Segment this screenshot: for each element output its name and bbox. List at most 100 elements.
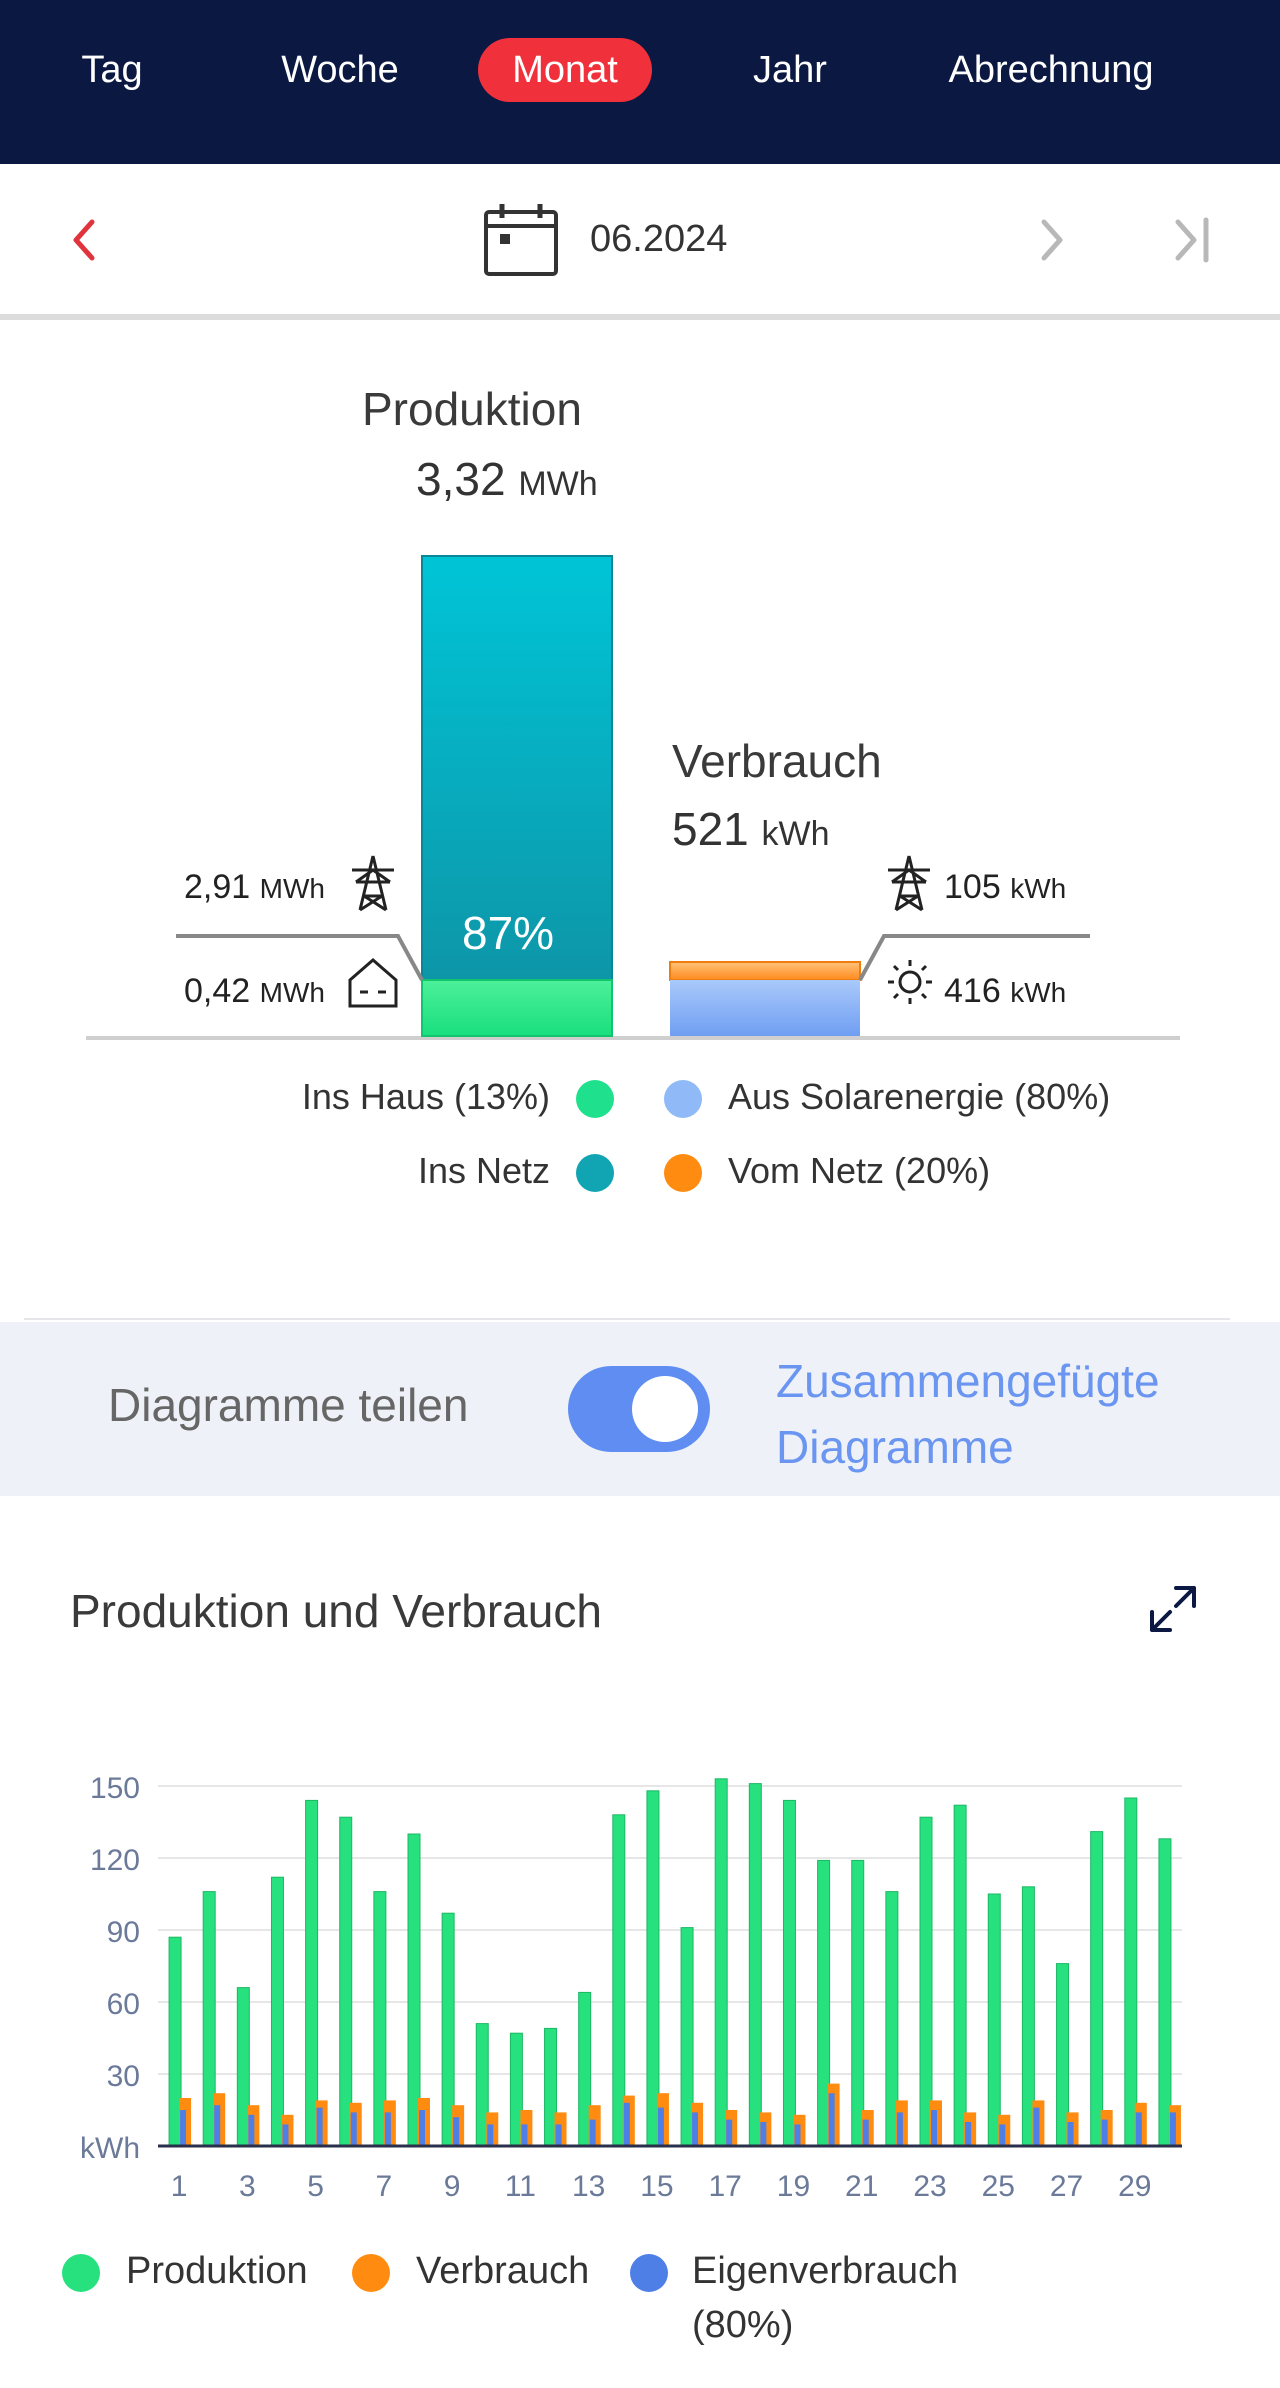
bar-eigenverbrauch [316, 2107, 323, 2146]
production-grid-percent: 87% [462, 907, 555, 959]
bar-eigenverbrauch [794, 2124, 801, 2146]
chart-title: Produktion und Verbrauch [70, 1585, 602, 1637]
bar-eigenverbrauch [1067, 2122, 1074, 2146]
chevron-right-icon[interactable] [1024, 212, 1080, 268]
bar-eigenverbrauch [896, 2112, 903, 2146]
toggle-knob [632, 1376, 698, 1442]
legend-dot-vom-netz [664, 1154, 702, 1192]
bar-produktion [714, 1778, 728, 2147]
bar-eigenverbrauch [999, 2124, 1006, 2146]
date-navigation: 06.2024 [0, 164, 1280, 314]
bar-eigenverbrauch [384, 2112, 391, 2146]
tab-abrechnung[interactable]: Abrechnung [948, 49, 1154, 91]
production-grid-bar [421, 555, 613, 981]
solar-consumption-value: 416 kWh [944, 972, 1067, 1010]
y-tick-label: 120 [90, 1844, 140, 1877]
x-tick-label: 17 [709, 2170, 742, 2203]
legend-dot-eigenverbrauch [630, 2254, 668, 2292]
x-tick-label: 25 [982, 2170, 1015, 2203]
consumption-title: Verbrauch [672, 735, 882, 787]
bar-produktion [987, 1893, 1001, 2147]
bar-produktion [646, 1790, 660, 2147]
bar-produktion [748, 1783, 762, 2147]
bar-eigenverbrauch [248, 2114, 255, 2146]
merged-charts-label-line1: Zusammengefügte [776, 1355, 1160, 1407]
bar-eigenverbrauch [1101, 2119, 1108, 2146]
y-tick-label: 90 [107, 1916, 140, 1949]
bar-eigenverbrauch [623, 2102, 630, 2146]
chart-mode-toggle-row: Diagramme teilen Zusammengefügte Diagram… [0, 1322, 1280, 1496]
grid-export-value: 2,91 MWh [184, 868, 325, 906]
legend-vom-netz: Vom Netz (20%) [728, 1150, 991, 1191]
x-tick-label: 11 [505, 2170, 536, 2203]
bar-eigenverbrauch [521, 2124, 528, 2146]
legend-dot-ins-netz [576, 1154, 614, 1192]
x-tick-label: 15 [640, 2170, 673, 2203]
legend-dot-solar [664, 1080, 702, 1118]
bar-eigenverbrauch [931, 2110, 937, 2146]
x-tick-label: 23 [913, 2170, 946, 2203]
x-tick-label: 27 [1050, 2170, 1083, 2203]
legend-dot-produktion [62, 2254, 100, 2292]
bar-eigenverbrauch [1169, 2112, 1176, 2146]
chart-mode-toggle[interactable] [568, 1366, 710, 1452]
bar-produktion [270, 1876, 284, 2147]
tab-jahr[interactable]: Jahr [753, 49, 827, 91]
legend-eigenverbrauch-percent: (80%) [692, 2304, 794, 2346]
merged-charts-label: Zusammengefügte Diagramme [776, 1348, 1160, 1480]
y-tick-label: 30 [107, 2060, 140, 2093]
power-pylon-icon [348, 854, 398, 912]
bar-eigenverbrauch [760, 2122, 767, 2146]
x-tick-label: 9 [444, 2170, 461, 2203]
legend-ins-haus: Ins Haus (13%) [301, 1076, 550, 1117]
current-date[interactable]: 06.2024 [590, 218, 728, 260]
overview-bars [86, 555, 1180, 1040]
split-charts-label: Diagramme teilen [108, 1379, 469, 1431]
production-value: 3,32 MWh [416, 453, 598, 505]
skip-to-end-icon[interactable] [1166, 212, 1222, 268]
grid-import-value: 105 kWh [944, 868, 1067, 906]
x-tick-label: 21 [845, 2170, 878, 2203]
x-tick-label: 3 [239, 2170, 256, 2203]
tab-monat[interactable]: Monat [478, 38, 652, 102]
bar-produktion [1090, 1831, 1104, 2147]
chevron-left-icon[interactable] [58, 212, 114, 268]
expand-icon[interactable] [1146, 1582, 1200, 1636]
bar-eigenverbrauch [487, 2124, 494, 2146]
bar-eigenverbrauch [453, 2117, 460, 2146]
legend-dot-verbrauch [352, 2254, 390, 2292]
bar-produktion [339, 1816, 353, 2147]
bar-eigenverbrauch [1033, 2107, 1040, 2146]
bar-produktion [305, 1799, 319, 2147]
bar-eigenverbrauch [589, 2119, 596, 2146]
x-tick-label: 1 [171, 2170, 188, 2203]
legend-produktion: Produktion [126, 2250, 308, 2292]
y-tick-label: 150 [90, 1772, 140, 1805]
house-consumption-value: 0,42 MWh [184, 972, 325, 1010]
energy-overview: Produktion 3,32 MWh Verbrauch 521 kWh [0, 320, 1280, 1320]
tab-woche[interactable]: Woche [281, 49, 399, 91]
legend-aus-solar: Aus Solarenergie (80%) [728, 1076, 1111, 1117]
tab-tag[interactable]: Tag [81, 49, 143, 91]
bar-eigenverbrauch [965, 2122, 972, 2146]
legend-ins-netz: Ins Netz [417, 1150, 550, 1191]
sun-icon [884, 956, 936, 1008]
bar-produktion [782, 1799, 796, 2147]
bar-eigenverbrauch [214, 2105, 221, 2146]
bar-eigenverbrauch [726, 2119, 733, 2146]
bar-eigenverbrauch [862, 2119, 869, 2146]
calendar-icon[interactable] [482, 200, 562, 280]
production-title: Produktion [362, 383, 582, 435]
bar-produktion [953, 1804, 967, 2147]
x-tick-label: 7 [376, 2170, 393, 2203]
consumption-value: 521 kWh [672, 803, 830, 855]
bar-eigenverbrauch [657, 2107, 664, 2146]
divider [24, 1318, 1230, 1320]
bar-eigenverbrauch [1135, 2112, 1142, 2146]
bar-produktion [919, 1816, 933, 2147]
bar-eigenverbrauch [555, 2124, 562, 2146]
period-tab-bar: Tag Woche Monat Jahr Abrechnung [0, 0, 1280, 164]
bar-eigenverbrauch [828, 2093, 835, 2146]
divider [0, 314, 1280, 320]
x-tick-label: 19 [777, 2170, 810, 2203]
